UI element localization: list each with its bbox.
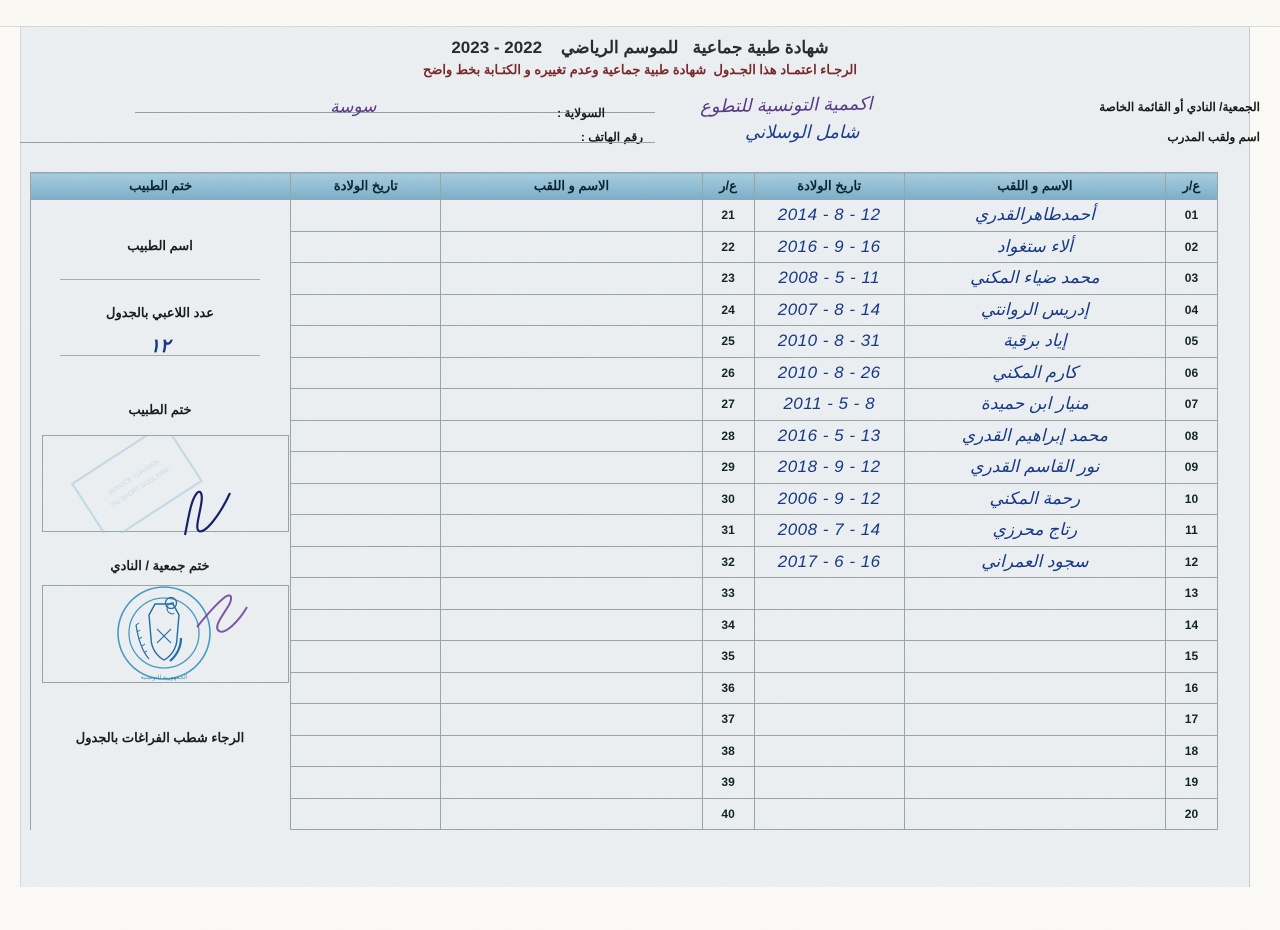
svg-text:الجمهورية التونسية: الجمهورية التونسية bbox=[141, 674, 188, 681]
